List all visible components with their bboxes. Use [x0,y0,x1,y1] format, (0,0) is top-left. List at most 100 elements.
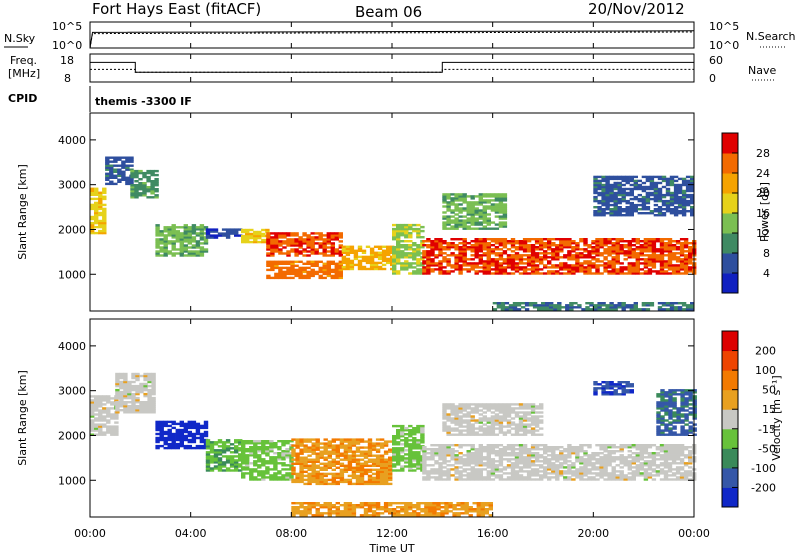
heatmap-cell [543,452,548,455]
heatmap-cell [579,460,584,463]
heatmap-cell [567,478,572,481]
heatmap-cell [677,306,683,309]
heatmap-cell [310,248,315,251]
heatmap-cell [167,420,172,424]
heatmap-cell [307,438,312,441]
heatmap-cell [543,246,548,249]
heatmap-cell [426,246,431,249]
heatmap-cell [665,189,671,193]
heatmap-cell [583,444,588,447]
heatmap-cell [106,419,111,422]
heatmap-cell [462,425,467,428]
heatmap-cell [209,236,215,239]
heatmap-cell [651,470,657,473]
heatmap-cell [539,448,544,451]
heatmap-cell [688,254,693,257]
heatmap-cell [257,456,262,459]
heatmap-cell [551,256,556,259]
heatmap-cell [430,262,435,265]
heatmap-cell [591,266,596,269]
heatmap-cell [338,234,343,237]
heatmap-cell [450,246,455,249]
heatmap-cell [143,409,148,412]
heatmap-cell [597,208,602,211]
heatmap-cell [458,199,463,202]
heatmap-cell [651,464,657,467]
heatmap-cell [291,468,296,471]
heatmap-cell [510,458,516,461]
heatmap-cell [150,186,155,189]
heatmap-cell [383,470,389,473]
heatmap-cell [195,232,201,235]
heatmap-cell [386,247,391,250]
heatmap-cell [679,272,685,275]
heatmap-cell [400,262,405,265]
heatmap-cell [426,272,431,275]
heatmap-cell [683,446,689,449]
heatmap-cell [371,482,377,486]
heatmap-cell [430,254,435,257]
heatmap-cell [290,276,295,280]
heatmap-cell [454,195,459,198]
heatmap-cell [179,438,184,442]
heatmap-cell [422,478,427,481]
heatmap-cell [683,270,689,273]
heatmap-cell [655,250,661,253]
heatmap-cell [522,272,528,275]
heatmap-cell [205,230,211,233]
heatmap-cell [462,458,467,461]
heatmap-cell [599,264,604,267]
heatmap-cell [139,405,144,408]
heatmap-cell [446,403,451,406]
heatmap-cell [446,209,451,212]
heatmap-cell [526,262,532,265]
heatmap-cell [155,228,160,231]
heatmap-cell [396,248,401,251]
heatmap-cell [167,252,172,255]
heatmap-cell [474,454,479,457]
heatmap-cell [671,450,677,453]
heatmap-cell [462,215,467,218]
heatmap-cell [171,232,176,235]
heatmap-cell [277,454,282,457]
heatmap-cell [430,468,435,471]
heatmap-cell [555,448,560,451]
heatmap-cell [203,420,209,424]
heatmap-cell [121,170,126,173]
heatmap-cell [639,258,644,261]
heatmap-cell [430,470,435,473]
heatmap-cell [639,444,644,447]
heatmap-cell [442,205,447,208]
heatmap-cell [183,240,188,243]
heatmap-cell [408,234,413,237]
heatmap-cell [458,203,463,206]
heatmap-cell [430,454,435,457]
heatmap-cell [171,420,176,424]
heatmap-cell [311,460,316,463]
heatmap-cell [446,425,451,428]
heatmap-cell [442,199,447,202]
heatmap-cell [290,264,295,267]
heatmap-cell [351,444,357,447]
heatmap-cell [217,449,223,452]
heatmap-cell [98,397,103,400]
heatmap-cell [318,268,323,272]
heatmap-cell [502,466,508,469]
heatmap-cell [191,426,197,430]
heatmap-cell [221,463,227,466]
heatmap-cell [679,266,685,269]
heatmap-cell [115,407,120,410]
heatmap-cell [569,304,574,307]
heatmap-cell [102,219,107,223]
heatmap-cell [659,248,665,251]
heatmap-cell [667,260,673,263]
heatmap-cell [663,454,669,457]
heatmap-cell [434,268,439,271]
heatmap-cell [645,208,651,211]
heatmap-cell [559,238,564,241]
heatmap-cell [159,420,164,424]
heatmap-cell [539,464,544,467]
heatmap-cell [139,407,144,410]
heatmap-cell [478,193,483,196]
